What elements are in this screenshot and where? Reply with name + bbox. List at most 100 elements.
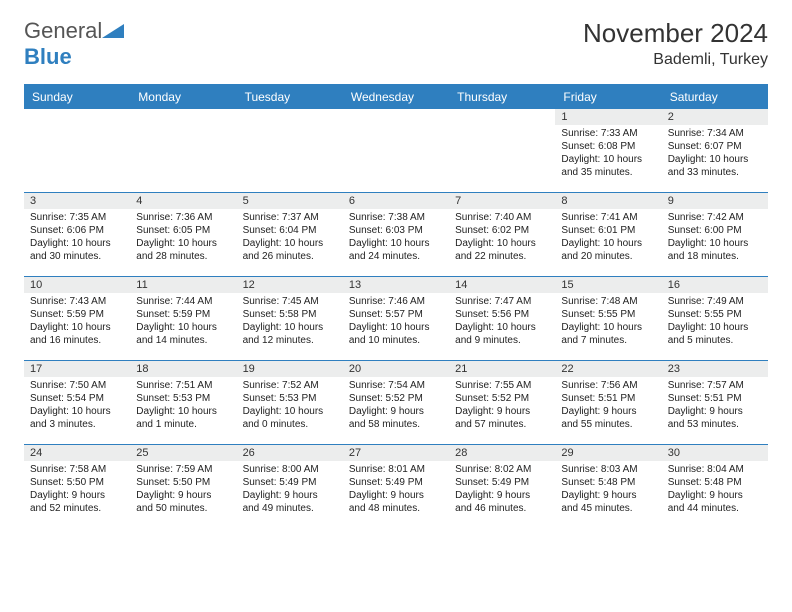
sunset-line: Sunset: 6:00 PM (668, 224, 762, 237)
sunrise-line: Sunrise: 7:55 AM (455, 379, 549, 392)
daylight-line: Daylight: 10 hours and 26 minutes. (243, 237, 337, 263)
sunset-line: Sunset: 5:49 PM (243, 476, 337, 489)
daylight-line: Daylight: 9 hours and 55 minutes. (561, 405, 655, 431)
calendar-cell: 22Sunrise: 7:56 AMSunset: 5:51 PMDayligh… (555, 360, 661, 444)
day-info: Sunrise: 7:40 AMSunset: 6:02 PMDaylight:… (449, 209, 555, 263)
daylight-line: Daylight: 10 hours and 3 minutes. (30, 405, 124, 431)
daylight-line: Daylight: 9 hours and 52 minutes. (30, 489, 124, 515)
sunset-line: Sunset: 6:02 PM (455, 224, 549, 237)
day-info: Sunrise: 7:46 AMSunset: 5:57 PMDaylight:… (343, 293, 449, 347)
day-info: Sunrise: 7:33 AMSunset: 6:08 PMDaylight:… (555, 125, 661, 179)
sunrise-line: Sunrise: 7:46 AM (349, 295, 443, 308)
calendar-cell-empty (449, 108, 555, 192)
daylight-line: Daylight: 10 hours and 12 minutes. (243, 321, 337, 347)
title-location: Bademli, Turkey (583, 51, 768, 69)
sunset-line: Sunset: 5:48 PM (561, 476, 655, 489)
sunrise-line: Sunrise: 7:48 AM (561, 295, 655, 308)
daylight-line: Daylight: 9 hours and 49 minutes. (243, 489, 337, 515)
daylight-line: Daylight: 9 hours and 46 minutes. (455, 489, 549, 515)
daylight-line: Daylight: 9 hours and 44 minutes. (668, 489, 762, 515)
weekday-header: Wednesday (343, 86, 449, 108)
daylight-line: Daylight: 9 hours and 57 minutes. (455, 405, 549, 431)
day-number: 25 (130, 445, 236, 461)
sunset-line: Sunset: 5:53 PM (136, 392, 230, 405)
sunrise-line: Sunrise: 7:57 AM (668, 379, 762, 392)
sunrise-line: Sunrise: 7:54 AM (349, 379, 443, 392)
sunrise-line: Sunrise: 7:36 AM (136, 211, 230, 224)
sunrise-line: Sunrise: 7:34 AM (668, 127, 762, 140)
day-info: Sunrise: 7:59 AMSunset: 5:50 PMDaylight:… (130, 461, 236, 515)
sunset-line: Sunset: 5:52 PM (349, 392, 443, 405)
day-number: 4 (130, 193, 236, 209)
day-number: 8 (555, 193, 661, 209)
day-info: Sunrise: 7:43 AMSunset: 5:59 PMDaylight:… (24, 293, 130, 347)
sunrise-line: Sunrise: 8:02 AM (455, 463, 549, 476)
day-number: 22 (555, 361, 661, 377)
sunrise-line: Sunrise: 7:35 AM (30, 211, 124, 224)
calendar-cell: 7Sunrise: 7:40 AMSunset: 6:02 PMDaylight… (449, 192, 555, 276)
logo-word-2: Blue (24, 44, 72, 69)
calendar-cell: 18Sunrise: 7:51 AMSunset: 5:53 PMDayligh… (130, 360, 236, 444)
day-info: Sunrise: 8:02 AMSunset: 5:49 PMDaylight:… (449, 461, 555, 515)
sunrise-line: Sunrise: 7:41 AM (561, 211, 655, 224)
sunset-line: Sunset: 5:56 PM (455, 308, 549, 321)
daylight-line: Daylight: 9 hours and 53 minutes. (668, 405, 762, 431)
sunset-line: Sunset: 6:08 PM (561, 140, 655, 153)
sunset-line: Sunset: 6:04 PM (243, 224, 337, 237)
logo-text: General Blue (24, 18, 124, 70)
day-info: Sunrise: 7:34 AMSunset: 6:07 PMDaylight:… (662, 125, 768, 179)
day-number: 24 (24, 445, 130, 461)
weekday-header: Thursday (449, 86, 555, 108)
sunrise-line: Sunrise: 7:42 AM (668, 211, 762, 224)
sunrise-line: Sunrise: 7:37 AM (243, 211, 337, 224)
day-info: Sunrise: 7:38 AMSunset: 6:03 PMDaylight:… (343, 209, 449, 263)
calendar-cell: 19Sunrise: 7:52 AMSunset: 5:53 PMDayligh… (237, 360, 343, 444)
day-number: 21 (449, 361, 555, 377)
day-number: 12 (237, 277, 343, 293)
day-info: Sunrise: 7:56 AMSunset: 5:51 PMDaylight:… (555, 377, 661, 431)
sunrise-line: Sunrise: 7:59 AM (136, 463, 230, 476)
weekday-header: Saturday (662, 86, 768, 108)
sunset-line: Sunset: 5:51 PM (668, 392, 762, 405)
day-info: Sunrise: 8:01 AMSunset: 5:49 PMDaylight:… (343, 461, 449, 515)
calendar-cell: 26Sunrise: 8:00 AMSunset: 5:49 PMDayligh… (237, 444, 343, 528)
daylight-line: Daylight: 10 hours and 0 minutes. (243, 405, 337, 431)
calendar-cell: 5Sunrise: 7:37 AMSunset: 6:04 PMDaylight… (237, 192, 343, 276)
header: General Blue November 2024 Bademli, Turk… (24, 18, 768, 70)
day-info: Sunrise: 7:58 AMSunset: 5:50 PMDaylight:… (24, 461, 130, 515)
day-number: 2 (662, 109, 768, 125)
day-number: 13 (343, 277, 449, 293)
daylight-line: Daylight: 10 hours and 16 minutes. (30, 321, 124, 347)
sunset-line: Sunset: 5:55 PM (561, 308, 655, 321)
daylight-line: Daylight: 10 hours and 9 minutes. (455, 321, 549, 347)
sunrise-line: Sunrise: 8:04 AM (668, 463, 762, 476)
sunset-line: Sunset: 5:52 PM (455, 392, 549, 405)
sunrise-line: Sunrise: 8:03 AM (561, 463, 655, 476)
calendar-cell-empty (130, 108, 236, 192)
day-number: 23 (662, 361, 768, 377)
day-number: 3 (24, 193, 130, 209)
sunrise-line: Sunrise: 7:56 AM (561, 379, 655, 392)
day-number: 15 (555, 277, 661, 293)
daylight-line: Daylight: 10 hours and 18 minutes. (668, 237, 762, 263)
daylight-line: Daylight: 10 hours and 14 minutes. (136, 321, 230, 347)
weekday-header: Monday (130, 86, 236, 108)
day-number: 16 (662, 277, 768, 293)
daylight-line: Daylight: 9 hours and 58 minutes. (349, 405, 443, 431)
title-block: November 2024 Bademli, Turkey (583, 18, 768, 69)
daylight-line: Daylight: 10 hours and 5 minutes. (668, 321, 762, 347)
sunset-line: Sunset: 5:48 PM (668, 476, 762, 489)
day-info: Sunrise: 7:48 AMSunset: 5:55 PMDaylight:… (555, 293, 661, 347)
day-info: Sunrise: 7:47 AMSunset: 5:56 PMDaylight:… (449, 293, 555, 347)
sunset-line: Sunset: 5:51 PM (561, 392, 655, 405)
day-number: 19 (237, 361, 343, 377)
calendar-cell: 15Sunrise: 7:48 AMSunset: 5:55 PMDayligh… (555, 276, 661, 360)
sunset-line: Sunset: 5:49 PM (455, 476, 549, 489)
day-number: 6 (343, 193, 449, 209)
logo-triangle-icon (102, 22, 124, 38)
calendar-cell-empty (343, 108, 449, 192)
daylight-line: Daylight: 10 hours and 28 minutes. (136, 237, 230, 263)
sunset-line: Sunset: 5:53 PM (243, 392, 337, 405)
sunset-line: Sunset: 6:05 PM (136, 224, 230, 237)
sunset-line: Sunset: 5:49 PM (349, 476, 443, 489)
